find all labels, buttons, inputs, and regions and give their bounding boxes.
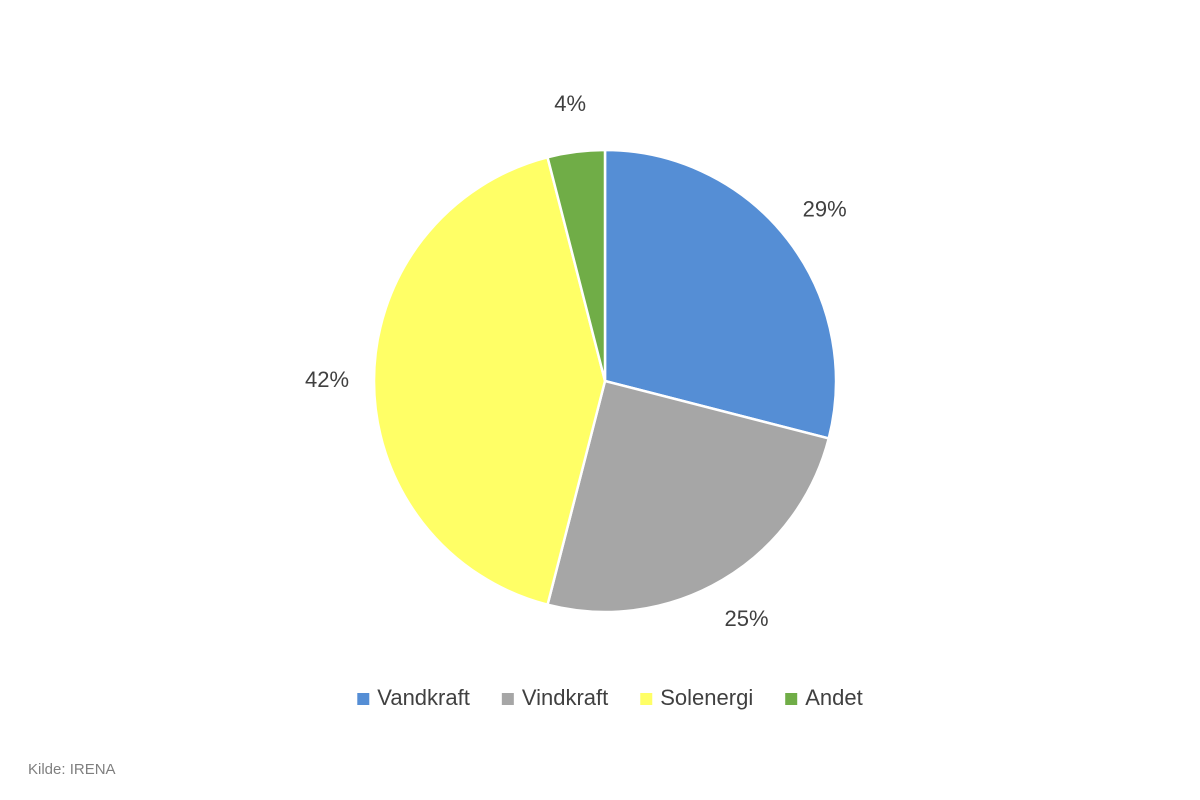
pie-slice [372, 155, 607, 607]
legend-swatch [357, 693, 370, 705]
data-label: 42% [305, 367, 349, 392]
legend-label: Vindkraft [522, 685, 608, 710]
legend-label: Vandkraft [377, 685, 470, 710]
legend-label: Solenergi [660, 685, 753, 710]
source-note: Kilde: IRENA [28, 761, 116, 778]
pie-slice [546, 379, 831, 614]
data-label: 25% [724, 606, 768, 631]
pie-slice [603, 148, 838, 440]
legend-swatch [501, 693, 514, 705]
legend-label: Andet [805, 685, 863, 710]
data-label: 29% [803, 196, 847, 221]
legend: Vandkraft Vindkraft Solenergi Andet [357, 685, 863, 710]
data-label: 4% [554, 91, 586, 116]
legend-swatch [640, 693, 653, 705]
legend-swatch [785, 693, 798, 705]
pie-slice [546, 148, 607, 382]
